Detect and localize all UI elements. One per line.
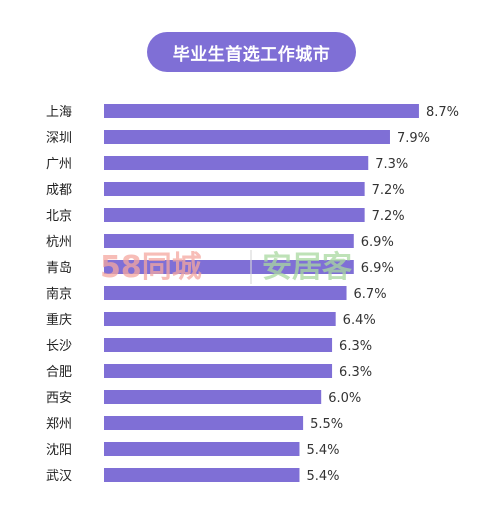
bar [104, 442, 300, 456]
value-label: 6.9% [361, 235, 394, 250]
category-label: 长沙 [46, 339, 72, 354]
value-label: 6.7% [354, 287, 387, 302]
category-label: 沈阳 [46, 443, 72, 458]
bar [104, 260, 354, 274]
watermark-anjuke-logo: 安居客 [262, 250, 352, 285]
bar [104, 468, 300, 482]
value-label: 6.3% [339, 339, 372, 354]
category-label: 上海 [46, 105, 72, 120]
category-label: 深圳 [46, 131, 72, 146]
watermark-58-logo: 58同城 [100, 250, 202, 285]
category-label: 西安 [46, 391, 72, 406]
bar [104, 156, 369, 170]
bar [104, 312, 336, 326]
bar [104, 338, 333, 352]
bar [104, 286, 347, 300]
value-label: 6.4% [343, 313, 376, 328]
category-label: 广州 [46, 157, 72, 172]
value-label: 8.7% [426, 105, 459, 120]
value-label: 6.9% [361, 261, 394, 276]
bar [104, 416, 304, 430]
bar [104, 234, 354, 248]
value-label: 6.0% [328, 391, 361, 406]
value-label: 5.4% [306, 469, 339, 484]
value-label: 5.5% [310, 417, 343, 432]
category-label: 北京 [46, 209, 72, 224]
value-label: 5.4% [306, 443, 339, 458]
value-label: 7.2% [372, 183, 405, 198]
watermark: 58同城 安居客 [100, 250, 352, 285]
bar [104, 364, 333, 378]
category-label: 郑州 [46, 417, 72, 432]
bar [104, 208, 365, 222]
value-label: 7.3% [375, 157, 408, 172]
category-label: 重庆 [46, 312, 72, 328]
category-label: 合肥 [46, 365, 72, 380]
bars-layer: 上海 8.7% 深圳 7.9% 广州 7.3% 成都 7.2% 北京 7.2% 杭州 6.9% 青岛 6.… [46, 104, 459, 484]
chart-title: 毕业生首选工作城市 [147, 32, 356, 72]
bar [104, 390, 322, 404]
bar [104, 130, 390, 144]
value-label: 7.2% [372, 209, 405, 224]
value-label: 6.3% [339, 365, 372, 380]
category-label: 杭州 [46, 235, 72, 250]
bar [104, 104, 419, 118]
category-label: 成都 [46, 183, 72, 198]
category-label: 武汉 [46, 469, 72, 484]
bar [104, 182, 365, 196]
category-label: 南京 [46, 286, 72, 302]
value-label: 7.9% [397, 131, 430, 146]
category-label: 青岛 [46, 260, 72, 276]
